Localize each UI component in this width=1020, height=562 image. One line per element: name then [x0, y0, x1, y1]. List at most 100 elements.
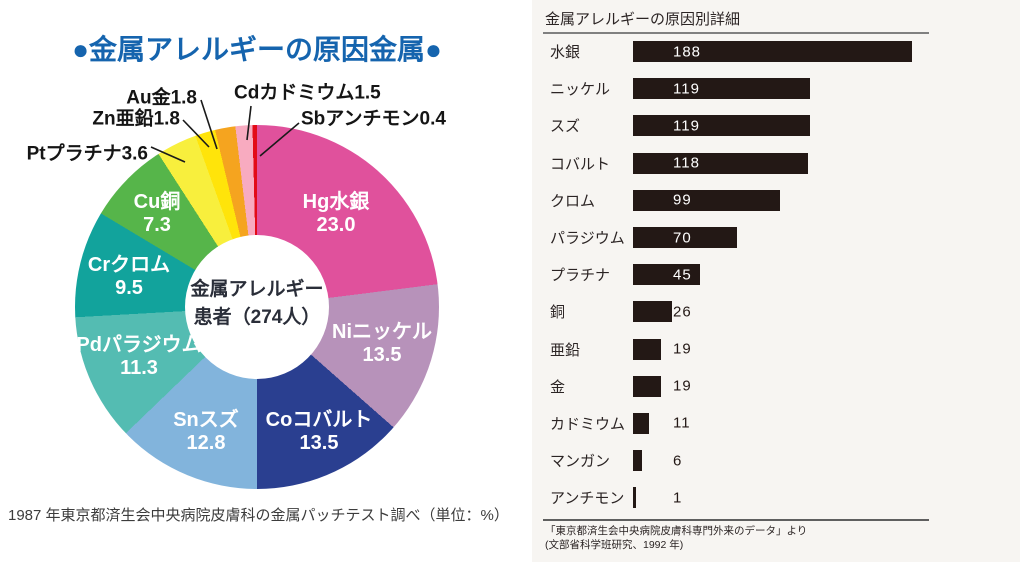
bar	[633, 41, 913, 63]
slice-name: Ptプラチナ	[26, 143, 122, 165]
bar-row: プラチナ 45	[545, 256, 1013, 293]
bar-track: 19	[633, 338, 1013, 360]
slice-label-ni: Niニッケル 13.5	[332, 321, 432, 367]
slice-name: Cu銅	[133, 191, 181, 213]
bar-label: パラジウム	[550, 230, 625, 248]
slice-name: Sbアンチモン	[301, 108, 420, 130]
bar-row: 銅 26	[545, 293, 1013, 330]
bar-row: クロム 99	[545, 182, 1013, 219]
bar-row: スズ 119	[545, 107, 1013, 144]
bar-track: 11	[633, 412, 1013, 434]
pie-panel: ●金属アレルギーの原因金属● 金属アレルギー 患者（274人） Hg水銀 23.…	[8, 34, 509, 524]
bar-value: 119	[673, 117, 700, 135]
bar-label: 水銀	[550, 44, 581, 62]
bar-source-line1: 「東京都済生会中央病院皮膚科専門外来のデータ」より	[545, 525, 808, 537]
bar	[633, 301, 672, 323]
slice-value: 1.8	[153, 108, 180, 130]
slice-label-sn: Snスズ 12.8	[173, 409, 239, 455]
bar	[633, 264, 700, 286]
bar-track: 188	[633, 41, 1013, 63]
slice-value: 7.3	[143, 214, 171, 236]
slice-label-cr: Crクロム 9.5	[88, 254, 170, 300]
divider-top	[543, 32, 929, 34]
bar	[633, 487, 636, 509]
slice-name: Crクロム	[87, 254, 171, 276]
slice-value: 1.8	[170, 87, 197, 109]
bar-value: 70	[673, 229, 692, 247]
slice-value: 0.4	[419, 108, 446, 130]
bar	[633, 78, 810, 100]
bar-track: 70	[633, 227, 1013, 249]
bar-label: クロム	[550, 192, 596, 210]
bar-value: 45	[673, 266, 692, 284]
bar-row: カドミウム 11	[545, 405, 1013, 442]
bar-label: カドミウム	[550, 415, 626, 433]
callout-label-zn: Zn亜鉛1.8	[92, 104, 180, 131]
bar-track: 119	[633, 78, 1013, 100]
bar-label: アンチモン	[550, 490, 625, 508]
slice-value: 9.5	[115, 277, 143, 299]
bar	[633, 152, 809, 174]
bar-value: 118	[673, 154, 700, 172]
bar-row: ニッケル 119	[545, 70, 1013, 107]
bar-track: 19	[633, 375, 1013, 397]
bar	[633, 227, 737, 249]
slice-label-cu: Cu銅 7.3	[134, 191, 181, 237]
slice-value: 12.8	[186, 432, 226, 454]
bar-source-line2: (文部省科学班研究、1992 年)	[545, 539, 684, 551]
slice-label-pd: Pdパラジウム 11.3	[76, 334, 201, 380]
bar-track: 45	[633, 264, 1013, 286]
bar-row: 水銀 188	[545, 33, 1013, 70]
bar-track: 6	[633, 450, 1013, 472]
bar-track: 1	[633, 487, 1013, 509]
slice-value: 23.0	[316, 214, 356, 236]
slice-value: 13.5	[299, 432, 339, 454]
slice-value: 11.3	[120, 357, 158, 379]
callout-label-cd: Cdカドミウム1.5	[234, 78, 381, 105]
pie-title: ●金属アレルギーの原因金属●	[72, 34, 442, 65]
bar-label: ニッケル	[550, 81, 611, 99]
slice-name: Au金	[126, 87, 171, 109]
slice-name: Zn亜鉛	[92, 108, 154, 130]
bar	[633, 338, 662, 360]
slice-name: Coコバルト	[265, 409, 373, 431]
bar-label: 金	[550, 378, 566, 396]
bar-label: コバルト	[550, 155, 611, 173]
slice-name: Pdパラジウム	[76, 334, 202, 356]
bar-value: 19	[673, 340, 692, 358]
pie-caption: 1987 年東京都済生会中央病院皮膚科の金属パッチテスト調べ（単位：%）	[8, 507, 509, 524]
bar-value: 188	[673, 43, 702, 61]
bar-value: 11	[673, 414, 691, 432]
slice-label-hg: Hg水銀 23.0	[303, 191, 370, 237]
bar-track: 26	[633, 301, 1013, 323]
bar-value: 119	[673, 80, 700, 98]
bar-row: アンチモン 1	[545, 479, 1013, 516]
bar	[633, 115, 810, 137]
bar-panel: 金属アレルギーの原因別詳細 水銀 188 ニッケル 119 スズ 119 コバルト 118 クロ…	[532, 0, 1020, 562]
slice-name: Snスズ	[173, 409, 239, 431]
callout-label-pt: Ptプラチナ3.6	[27, 139, 148, 166]
bar-row: パラジウム 70	[545, 219, 1013, 256]
pie-center-line2: 患者（274人）	[193, 307, 321, 328]
slice-value: 1.5	[354, 82, 381, 104]
bar-label: 銅	[550, 304, 566, 322]
bar-label: マンガン	[550, 453, 611, 471]
bar-rows: 水銀 188 ニッケル 119 スズ 119 コバルト 118 クロム 99 パラジウム 70 プラチナ…	[545, 33, 1013, 516]
bar	[633, 375, 662, 397]
bar-row: コバルト 118	[545, 145, 1013, 182]
bar-track: 99	[633, 189, 1013, 211]
slice-value: 13.5	[362, 344, 402, 366]
slice-name: Niニッケル	[332, 321, 432, 343]
bar	[633, 412, 650, 434]
bar-track: 119	[633, 115, 1013, 137]
bar-value: 1	[673, 489, 683, 507]
bar-track: 118	[633, 152, 1013, 174]
bar	[633, 189, 780, 211]
divider-bottom	[543, 519, 929, 521]
pie-center-line1: 金属アレルギー	[190, 279, 324, 300]
bar-chart-title: 金属アレルギーの原因別詳細	[545, 11, 741, 28]
bar-value: 26	[673, 303, 692, 321]
bar-row: マンガン 6	[545, 442, 1013, 479]
bar-label: スズ	[550, 118, 581, 136]
slice-name: Hg水銀	[302, 191, 370, 213]
